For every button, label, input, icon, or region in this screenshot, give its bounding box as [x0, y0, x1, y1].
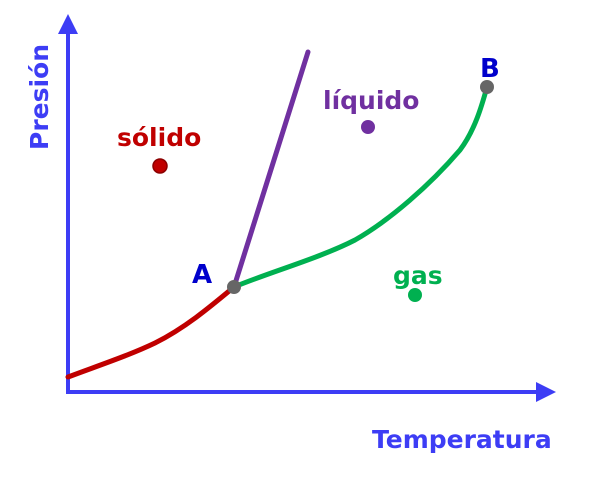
vaporization-curve	[231, 84, 490, 290]
critical-point-marker	[480, 80, 494, 94]
gas-region-dot	[408, 288, 422, 302]
liquid-region-label: líquido	[323, 86, 419, 115]
sublimation-curve	[65, 284, 237, 380]
critical-point-label: B	[480, 54, 500, 84]
triple-point-marker	[227, 280, 241, 294]
solid-region-label: sólido	[117, 123, 201, 152]
triple-point-label: A	[192, 260, 212, 290]
x-axis-label: Temperatura	[372, 425, 552, 454]
y-axis-label: Presión	[25, 44, 54, 150]
liquid-region-dot	[361, 120, 375, 134]
y-axis-arrow-icon	[58, 14, 78, 34]
gas-region-label: gas	[393, 261, 443, 290]
solid-region-dot	[152, 158, 168, 174]
fusion-curve	[231, 49, 311, 290]
x-axis-arrow-icon	[536, 382, 556, 402]
